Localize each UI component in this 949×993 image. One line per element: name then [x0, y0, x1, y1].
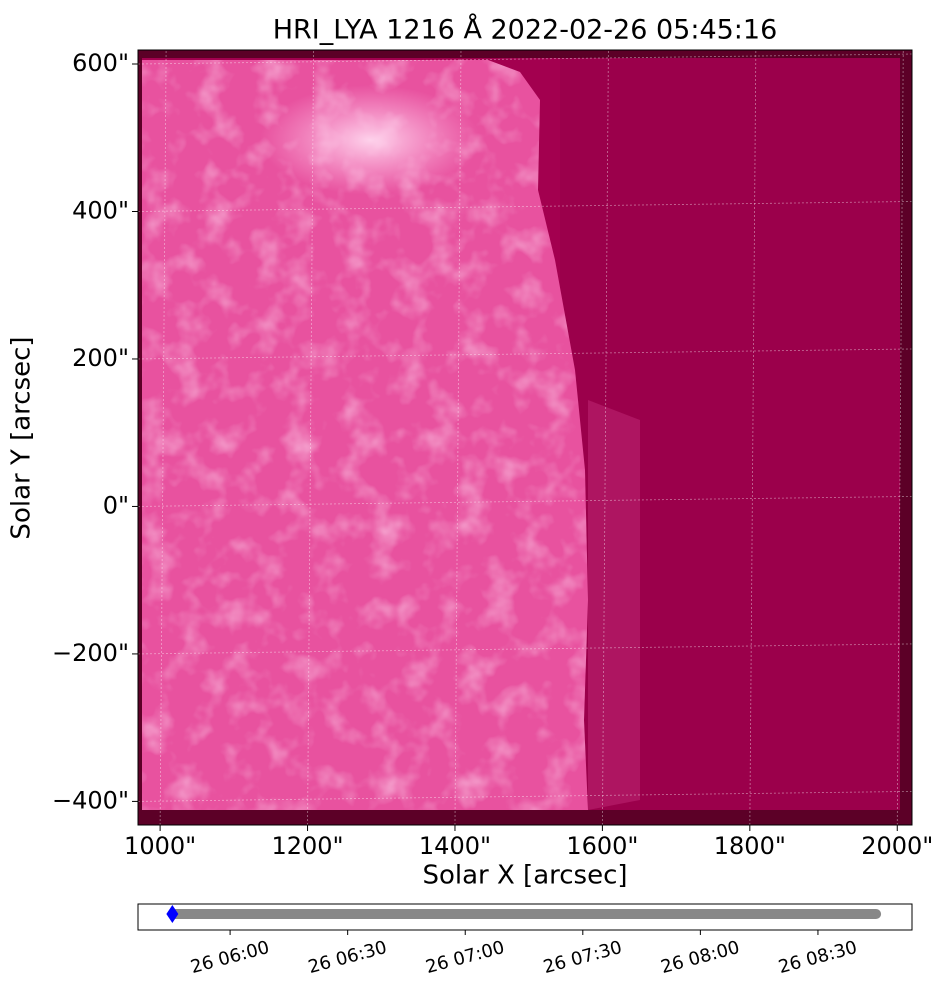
- grid-line: [137, 643, 913, 655]
- grid-line: [896, 49, 904, 826]
- y-axis-label: Solar Y [arcsec]: [7, 336, 37, 539]
- chart-title: HRI_LYA 1216 Å 2022-02-26 05:45:16: [273, 14, 778, 46]
- x-tick-label: 26 06:00: [188, 937, 271, 978]
- x-tick-label: 26 08:00: [659, 937, 742, 978]
- x-tick-label: 1000": [124, 832, 196, 860]
- grid-line: [159, 49, 167, 826]
- grid-line: [137, 496, 913, 507]
- axes: 1000" 1200" 1400" 1600" 1800" 2000" 600" 400" 20…: [52, 49, 933, 860]
- grid-line: [137, 348, 913, 360]
- current-frame-marker: [166, 905, 179, 923]
- x-tick-label: 1600": [566, 832, 638, 860]
- x-tick-label: 26 07:00: [424, 937, 507, 978]
- solar-image: [138, 50, 912, 825]
- x-tick-label: 2000": [861, 832, 933, 860]
- x-tick-label: 1400": [419, 832, 491, 860]
- grid-line: [137, 791, 913, 802]
- grid-line: [749, 49, 757, 826]
- x-tick-label: 26 07:30: [541, 937, 624, 978]
- y-tick-label: 400": [72, 196, 129, 224]
- grid-line: [602, 49, 609, 826]
- timeline: 26 06:00 26 06:30 26 07:00 26 07:30 26 08:00…: [166, 905, 882, 978]
- x-tick-label: 26 08:30: [776, 937, 859, 978]
- x-tick-label: 26 06:30: [306, 937, 389, 978]
- axes-frame: [137, 49, 913, 826]
- grid-line: [137, 201, 913, 212]
- y-tick-label: −400": [52, 786, 129, 814]
- x-tick-label: 1200": [271, 832, 343, 860]
- y-tick-label: 200": [72, 344, 129, 372]
- y-tick-label: −200": [52, 639, 129, 667]
- y-tick-label: 600": [72, 49, 129, 77]
- x-tick-label: 1800": [714, 832, 786, 860]
- grid-line: [307, 49, 314, 826]
- y-tick-label: 0": [103, 491, 129, 519]
- grid-line: [137, 53, 913, 65]
- grid-line: [454, 49, 462, 826]
- x-axis-label: Solar X [arcsec]: [422, 861, 627, 891]
